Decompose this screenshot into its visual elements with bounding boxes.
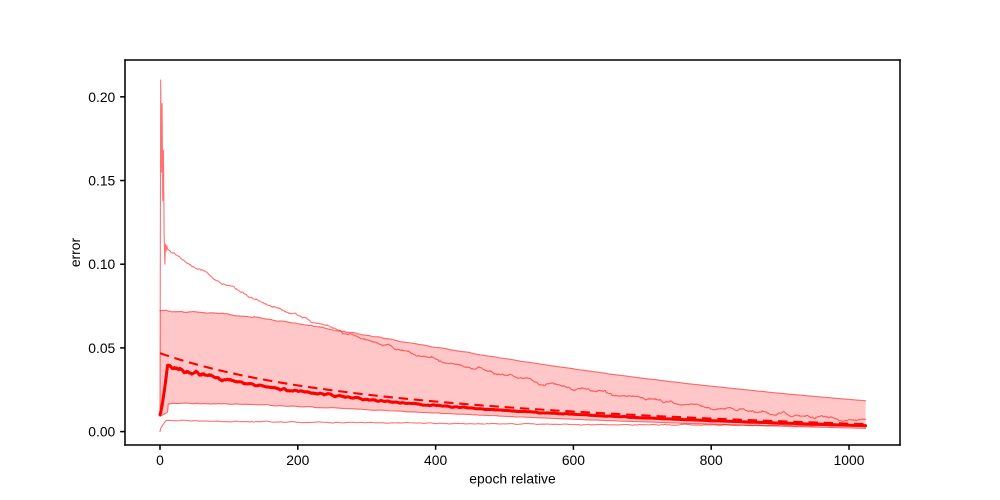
svg-text:0.20: 0.20 <box>88 89 115 105</box>
svg-text:0.10: 0.10 <box>88 256 115 272</box>
svg-text:200: 200 <box>286 452 309 468</box>
svg-text:0.00: 0.00 <box>88 424 115 440</box>
svg-text:600: 600 <box>562 452 585 468</box>
svg-text:400: 400 <box>424 452 447 468</box>
svg-text:0.05: 0.05 <box>88 340 115 356</box>
svg-text:error: error <box>67 237 83 267</box>
svg-text:1000: 1000 <box>834 452 865 468</box>
svg-text:0: 0 <box>156 452 164 468</box>
svg-text:epoch relative: epoch relative <box>469 470 556 486</box>
svg-text:800: 800 <box>700 452 723 468</box>
svg-text:0.15: 0.15 <box>88 173 115 189</box>
